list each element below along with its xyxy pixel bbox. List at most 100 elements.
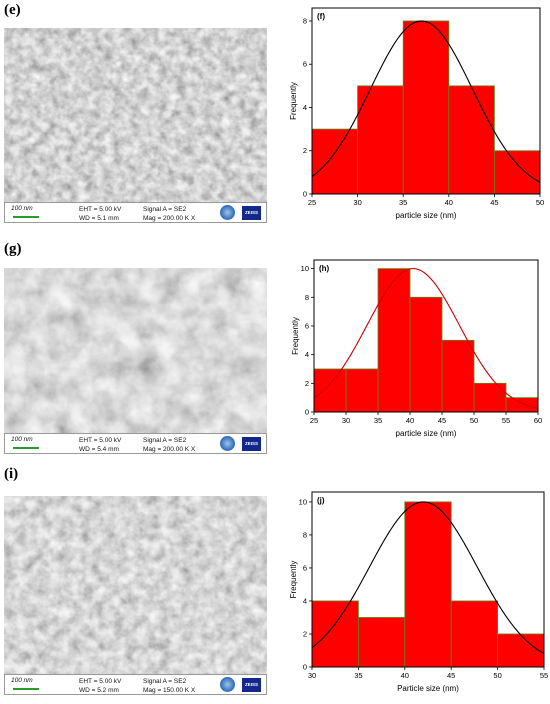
histogram-bar (311, 600, 359, 668)
histogram-bar (311, 128, 358, 195)
y-tick-label: 2 (303, 146, 307, 155)
histogram-chart-h: 25 30 35 40 45 50 55 60 0 2 4 6 8 10 particle size (nm… (291, 259, 542, 438)
sem-micrograph (4, 268, 267, 433)
gaussian-fit-curve (311, 20, 541, 183)
x-tick-label: 45 (447, 671, 455, 680)
y-tick-label: 8 (305, 293, 309, 302)
chart-panel-label: (h) (319, 264, 330, 273)
wd-value: WD = 5.2 mm (79, 687, 119, 694)
y-tick-label: 4 (305, 350, 309, 359)
sem-micrograph (4, 28, 267, 202)
eht-value: EHT = 5.00 kV (79, 678, 122, 685)
sem-info-bar: 100 nm EHT = 5.00 kV WD = 5.1 mm Signal A… (4, 202, 267, 223)
x-tick-label: 55 (540, 671, 548, 680)
histogram-bar (450, 600, 498, 668)
histogram-bar (497, 633, 545, 668)
scale-bar (13, 216, 39, 218)
x-tick-label: 35 (354, 671, 362, 680)
y-tick-label: 10 (301, 264, 309, 273)
zeiss-logo: ZEISS (242, 678, 261, 692)
x-tick-label: 25 (310, 416, 318, 425)
wd-value: WD = 5.4 mm (79, 446, 119, 453)
histogram-chart-j: 30 35 40 45 50 55 0 2 4 6 8 10 Particle size (nm) Fre… (289, 491, 548, 693)
sem-info-bar: 100 nm EHT = 5.00 kV WD = 5.4 mm Signal A… (4, 433, 267, 454)
histogram-bar (409, 296, 443, 413)
plot-frame (313, 259, 539, 413)
y-axis-label: Frequently (289, 82, 298, 120)
sem-image-g: 100 nm EHT = 5.00 kV WD = 5.4 mm Signal A… (4, 268, 267, 464)
y-axis-label: Frequently (289, 561, 298, 599)
y-tick-label: 2 (305, 379, 309, 388)
signal-value: Signal A = SE2 (143, 678, 187, 685)
x-tick-label: 50 (493, 671, 501, 680)
wd-value: WD = 5.1 mm (79, 215, 119, 222)
histogram-bar (358, 617, 406, 668)
y-tick-label: 0 (305, 408, 309, 417)
scale-bar (13, 688, 39, 690)
x-tick-label: 60 (534, 416, 542, 425)
y-tick-label: 2 (303, 629, 307, 638)
histogram-bar (402, 20, 450, 195)
histogram-bar (493, 150, 541, 195)
x-axis-label: particle size (nm) (396, 429, 457, 438)
x-axis-label: Particle size (nm) (397, 684, 459, 693)
histogram-bar (473, 382, 507, 413)
institution-emblem-icon (220, 436, 235, 451)
sem-image-i: 100 nm EHT = 5.00 kV WD = 5.2 mm Signal A… (4, 496, 267, 696)
mag-value: Mag = 200.00 K X (143, 215, 196, 222)
histogram-bar (441, 339, 475, 413)
y-tick-label: 0 (303, 663, 307, 672)
x-tick-label: 25 (308, 198, 316, 207)
histogram-chart-f: 25 30 35 40 45 50 0 2 4 6 8 particle size (nm) Frequ… (289, 7, 544, 220)
sem-image-e: 100 nm EHT = 5.00 kV WD = 5.1 mm Signal A… (4, 28, 267, 224)
signal-value: Signal A = SE2 (143, 437, 187, 444)
histogram-bar (505, 397, 539, 413)
zeiss-logo: ZEISS (242, 206, 261, 220)
y-tick-label: 6 (303, 60, 307, 69)
x-tick-label: 35 (374, 416, 382, 425)
y-axis-label: Frequently (291, 317, 300, 355)
x-tick-label: 50 (470, 416, 478, 425)
scale-label: 100 nm (11, 436, 33, 443)
y-tick-label: 8 (303, 530, 307, 539)
histogram-bar (404, 501, 452, 668)
x-tick-label: 50 (536, 198, 544, 207)
gaussian-fit-curve (311, 501, 545, 655)
histogram-bar (313, 368, 347, 413)
x-tick-label: 45 (438, 416, 446, 425)
plot-frame (311, 491, 545, 668)
chart-panel-label: (f) (317, 12, 325, 21)
scale-label: 100 nm (11, 677, 33, 684)
panel-label-i: (i) (4, 466, 19, 482)
eht-value: EHT = 5.00 kV (79, 206, 122, 213)
histogram-bar (357, 85, 404, 195)
y-tick-label: 10 (299, 497, 307, 506)
y-tick-label: 8 (303, 16, 307, 25)
y-tick-label: 6 (303, 563, 307, 572)
histogram-bar (377, 268, 411, 413)
zeiss-logo: ZEISS (242, 437, 261, 451)
mag-value: Mag = 150.00 K X (143, 687, 196, 694)
x-axis-label: particle size (nm) (396, 211, 457, 220)
eht-value: EHT = 5.00 kV (79, 437, 122, 444)
y-tick-label: 4 (303, 103, 307, 112)
x-tick-label: 45 (490, 198, 498, 207)
mag-value: Mag = 200.00 K X (143, 446, 196, 453)
x-tick-label: 40 (406, 416, 414, 425)
x-tick-label: 35 (399, 198, 407, 207)
x-tick-label: 30 (308, 671, 316, 680)
sem-info-bar: 100 nm EHT = 5.00 kV WD = 5.2 mm Signal A… (4, 674, 267, 695)
histogram-bar (448, 85, 495, 195)
x-tick-label: 55 (502, 416, 510, 425)
x-tick-label: 30 (342, 416, 350, 425)
x-tick-label: 40 (401, 671, 409, 680)
y-tick-label: 4 (303, 596, 307, 605)
signal-value: Signal A = SE2 (143, 206, 187, 213)
chart-panel-label: (j) (317, 496, 325, 505)
institution-emblem-icon (220, 205, 235, 220)
scale-label: 100 nm (11, 205, 33, 212)
gaussian-fit-curve (313, 268, 539, 409)
institution-emblem-icon (220, 677, 235, 692)
plot-frame (311, 7, 541, 195)
panel-label-g: (g) (4, 241, 22, 257)
